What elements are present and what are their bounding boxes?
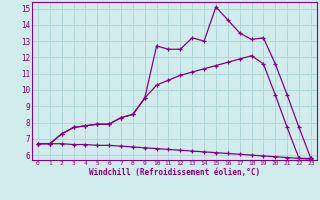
X-axis label: Windchill (Refroidissement éolien,°C): Windchill (Refroidissement éolien,°C): [89, 168, 260, 177]
